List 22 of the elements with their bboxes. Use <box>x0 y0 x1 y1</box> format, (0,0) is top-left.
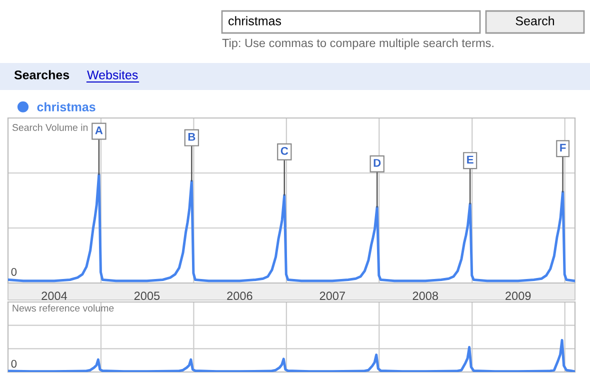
y-axis-title: News reference volume <box>12 304 114 312</box>
annotation: D <box>374 159 381 167</box>
annotation: B <box>188 133 196 141</box>
annotation: A <box>95 126 103 134</box>
text: Websites <box>87 70 138 80</box>
y-axis-title: Search Volume in <box>12 124 88 131</box>
annotation: 0 <box>11 360 17 368</box>
text: Search <box>516 16 554 26</box>
x-tick-label: 2008 <box>412 292 438 300</box>
legend-label: christmas <box>37 102 96 112</box>
x-tick-label: 2004 <box>42 292 68 300</box>
annotation: F <box>560 144 566 152</box>
x-tick-label: 2007 <box>320 292 345 300</box>
x-tick-label: 2005 <box>134 292 160 300</box>
annotation: E <box>467 156 474 164</box>
annotation: 0 <box>11 268 17 276</box>
text: christmas <box>228 16 282 26</box>
annotation: C <box>280 147 288 155</box>
text: Tip: Use commas to compare multiple search terms. <box>222 38 494 50</box>
x-tick-label: 2009 <box>506 292 531 300</box>
text: Searches <box>14 70 70 80</box>
x-tick-label: 2006 <box>227 292 252 300</box>
